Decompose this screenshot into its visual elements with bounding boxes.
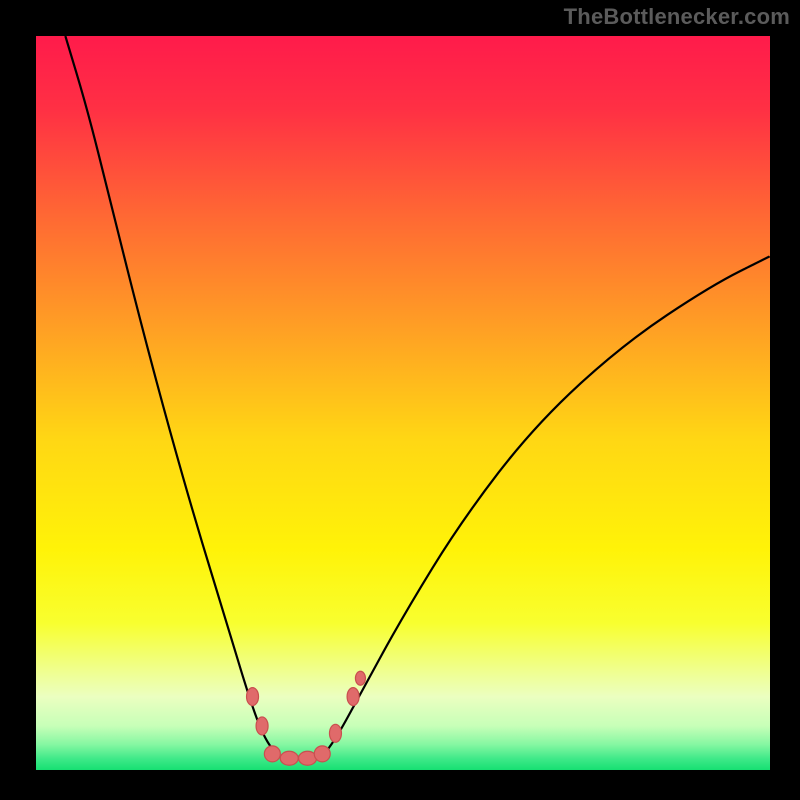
marker-point	[314, 746, 330, 762]
plot-area	[36, 36, 770, 770]
gradient-background	[36, 36, 770, 770]
marker-point	[329, 724, 341, 742]
marker-point	[355, 671, 365, 685]
marker-point	[247, 688, 259, 706]
marker-point	[280, 751, 298, 765]
chart-svg	[36, 36, 770, 770]
marker-point	[256, 717, 268, 735]
marker-point	[264, 746, 280, 762]
marker-point	[347, 688, 359, 706]
watermark-text: TheBottlenecker.com	[564, 4, 790, 30]
chart-frame: TheBottlenecker.com	[0, 0, 800, 800]
